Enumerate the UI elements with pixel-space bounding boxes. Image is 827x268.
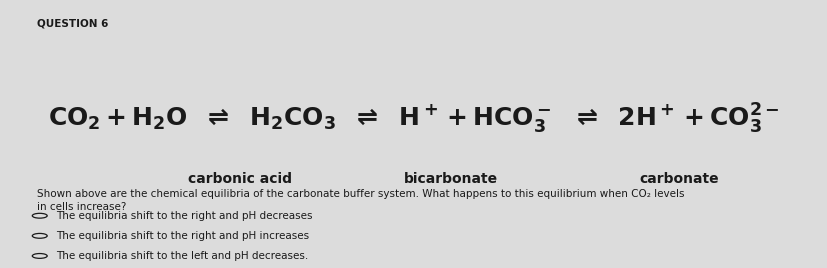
Text: carbonic acid: carbonic acid [188,172,292,185]
Text: $\mathbf{CO_2 + H_2O}$  $\mathbf{\rightleftharpoons}$  $\mathbf{H_2CO_3}$  $\mat: $\mathbf{CO_2 + H_2O}$ $\mathbf{\rightle… [48,102,779,136]
Text: QUESTION 6: QUESTION 6 [37,19,108,29]
Text: carbonate: carbonate [638,172,718,185]
Text: Shown above are the chemical equilibria of the carbonate buffer system. What hap: Shown above are the chemical equilibria … [37,189,684,212]
Text: The equilibria shift to the right and pH decreases: The equilibria shift to the right and pH… [56,211,313,221]
Text: bicarbonate: bicarbonate [404,172,498,185]
Text: The equilibria shift to the right and pH increases: The equilibria shift to the right and pH… [56,231,309,241]
Text: The equilibria shift to the left and pH decreases.: The equilibria shift to the left and pH … [56,251,308,261]
